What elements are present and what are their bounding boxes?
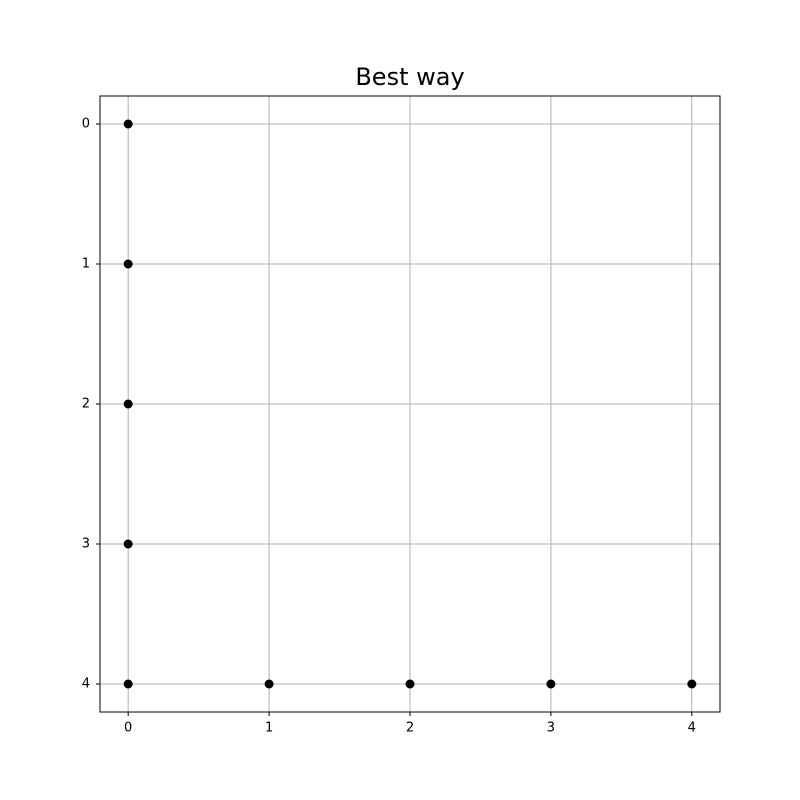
x-tick-label: 1 [265,721,273,736]
marker [546,679,556,689]
marker [123,399,133,409]
marker [123,679,133,689]
y-tick-label: 3 [82,537,90,552]
x-tick-label: 2 [406,721,414,736]
marker [123,119,133,129]
y-tick-label: 2 [82,397,90,412]
x-tick-label: 3 [547,721,555,736]
x-tick-label: 0 [124,721,132,736]
marker [123,259,133,269]
marker [687,679,697,689]
x-tick-label: 4 [688,721,696,736]
marker [405,679,415,689]
marker [264,679,274,689]
chart-title: Best way [355,63,464,91]
marker [123,539,133,549]
y-tick-label: 1 [82,257,90,272]
y-tick-label: 4 [82,677,90,692]
y-tick-label: 0 [82,117,90,132]
axes-frame [99,95,721,713]
